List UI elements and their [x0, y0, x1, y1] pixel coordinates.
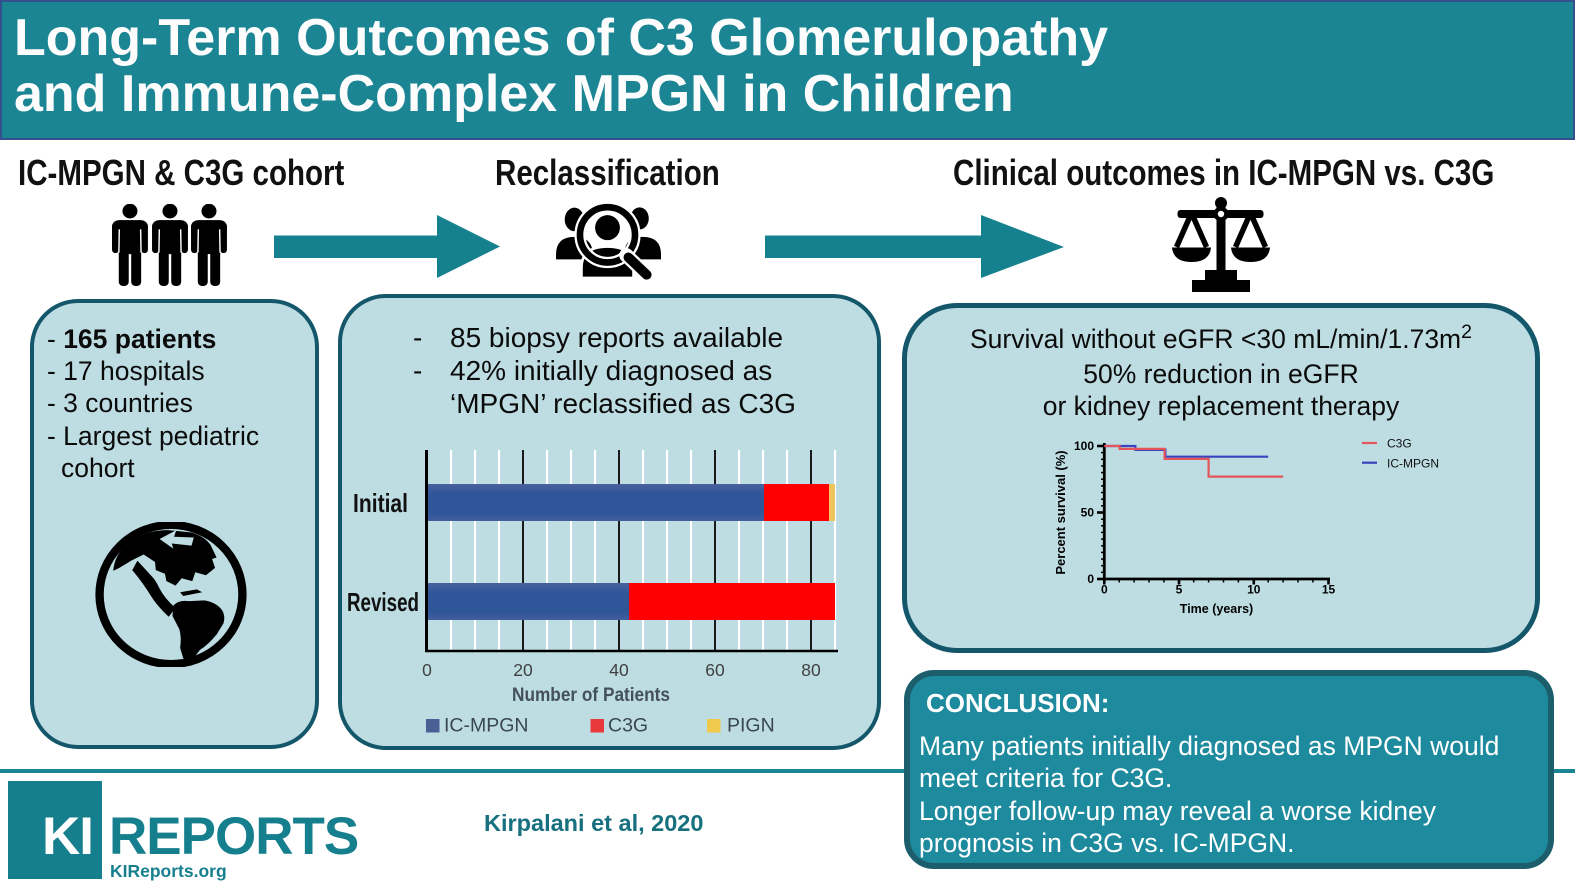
svg-text:IC-MPGN: IC-MPGN — [444, 715, 529, 737]
svg-text:80: 80 — [801, 660, 821, 680]
svg-text:50: 50 — [1081, 506, 1095, 520]
svg-text:Percent survival (%): Percent survival (%) — [1053, 450, 1068, 574]
svg-text:20: 20 — [513, 660, 533, 680]
svg-text:60: 60 — [705, 660, 725, 680]
svg-text:100: 100 — [1074, 439, 1094, 453]
svg-text:Number of Patients: Number of Patients — [512, 684, 670, 706]
svg-text:Time (years): Time (years) — [1180, 602, 1253, 616]
svg-text:10: 10 — [1247, 583, 1261, 597]
svg-text:5: 5 — [1176, 583, 1183, 597]
svg-text:C3G: C3G — [608, 715, 648, 737]
svg-text:40: 40 — [609, 660, 629, 680]
svg-text:15: 15 — [1322, 583, 1336, 597]
svg-text:C3G: C3G — [1387, 437, 1412, 451]
svg-text:PIGN: PIGN — [727, 715, 775, 737]
svg-text:0: 0 — [1101, 583, 1108, 597]
svg-text:IC-MPGN: IC-MPGN — [1387, 457, 1439, 471]
svg-text:0: 0 — [1087, 572, 1094, 586]
svg-text:Initial: Initial — [353, 488, 408, 518]
svg-text:0: 0 — [422, 660, 432, 680]
svg-text:Revised: Revised — [347, 587, 419, 617]
